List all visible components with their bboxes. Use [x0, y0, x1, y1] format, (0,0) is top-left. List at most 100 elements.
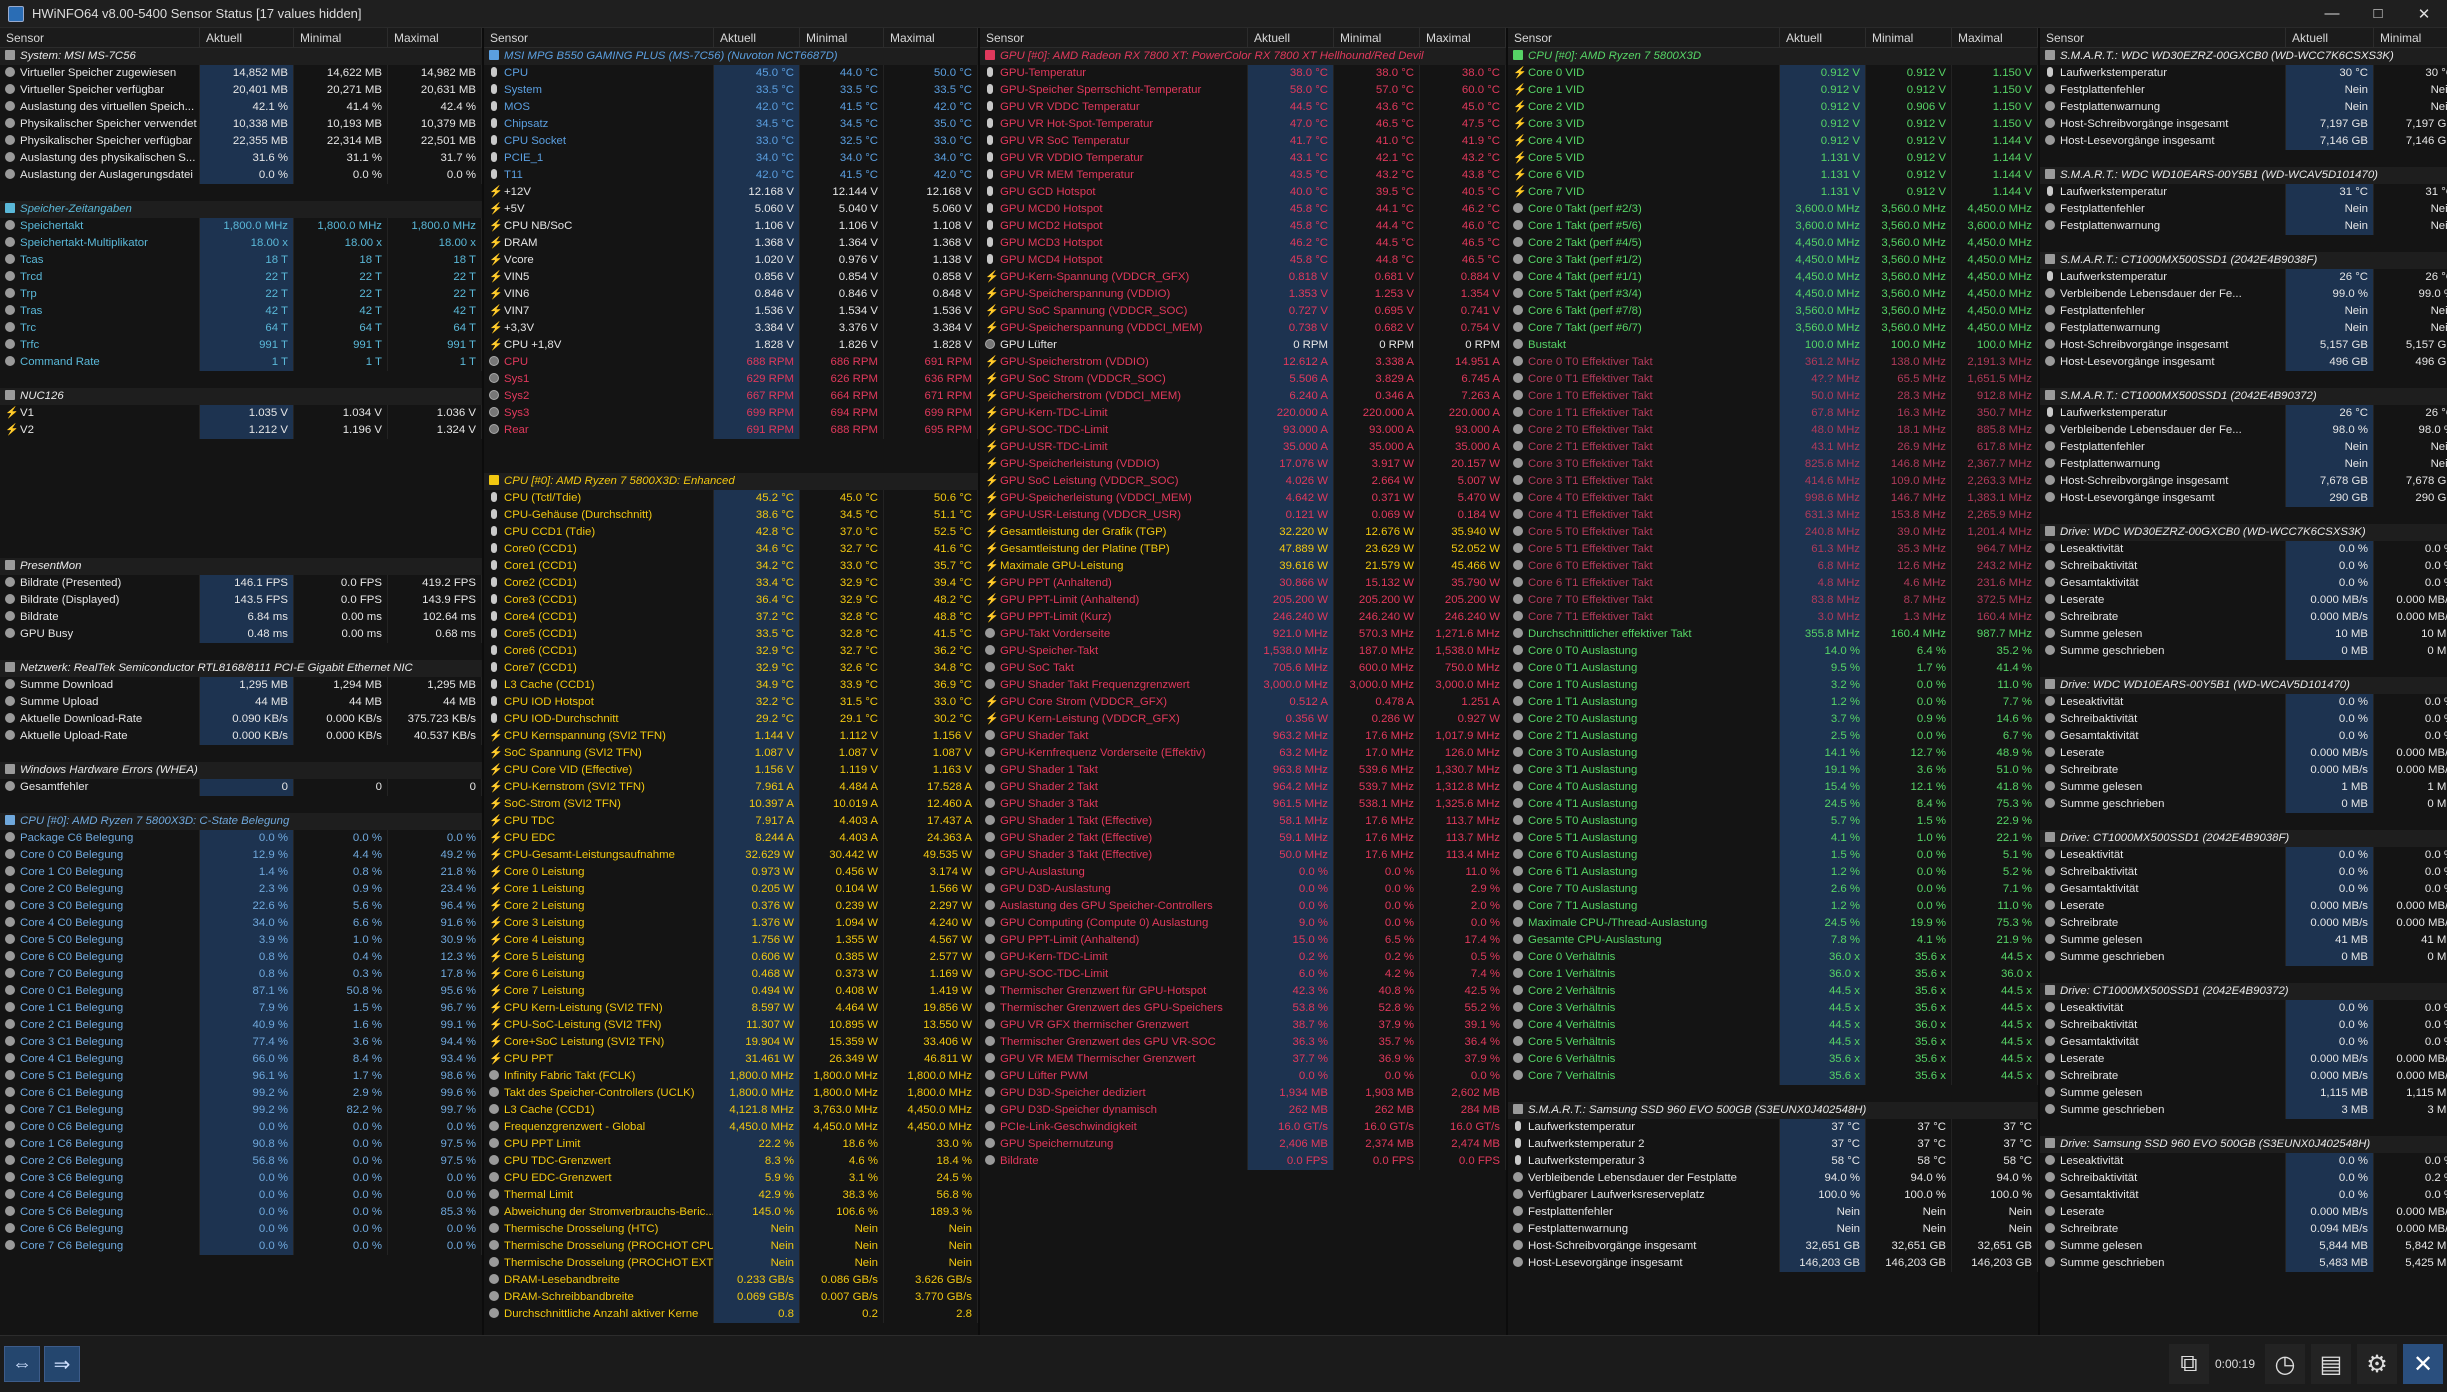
header-minimum[interactable]: Minimal — [1866, 28, 1952, 48]
sensor-row[interactable]: SoC-Strom (SVI2 TFN)10.397 A10.019 A12.4… — [484, 796, 978, 813]
sensor-row[interactable]: GPU SoC Leistung (VDDCR_SOC)4.026 W2.664… — [980, 473, 1506, 490]
sensor-row[interactable]: Virtueller Speicher verfügbar 20,401 MB 20… — [0, 82, 482, 99]
sensor-row[interactable]: Core 4 T1 Auslastung 24.5 % 8.4 % 75.3 % — [1508, 796, 2038, 813]
sensor-row[interactable]: Core 0 C6 Belegung 0.0 % 0.0 % 0.0 % — [0, 1119, 482, 1136]
sensor-row[interactable]: Core 3 C1 Belegung 77.4 % 3.6 % 94.4 % — [0, 1034, 482, 1051]
nav-left-button[interactable]: ⇔ — [4, 1346, 40, 1382]
sensor-row[interactable]: GPU VR VDDC Temperatur 44.5 °C 43.6 °C 45.0… — [980, 99, 1506, 116]
sensor-row[interactable]: CPU Kern-Leistung (SVI2 TFN)8.597 W4.464… — [484, 1000, 978, 1017]
header-minimum[interactable]: Minimal — [294, 28, 388, 48]
sensor-row[interactable]: Core 6 C0 Belegung 0.8 % 0.4 % 12.3 % — [0, 949, 482, 966]
sensor-row[interactable]: CPU Kernspannung (SVI2 TFN)1.144 V1.112 … — [484, 728, 978, 745]
sensor-row[interactable]: CPU 688 RPM 686 RPM 691 RPM — [484, 354, 978, 371]
sensor-row[interactable]: GPU GCD Hotspot 40.0 °C 39.5 °C 40.5 °C — [980, 184, 1506, 201]
sensor-row[interactable]: Core 1 T0 Auslastung 3.2 % 0.0 % 11.0 % — [1508, 677, 2038, 694]
sensor-group-header[interactable]: CPU [#0]: AMD Ryzen 7 5800X3D — [1508, 48, 2038, 65]
sensor-row[interactable]: Core 6 C6 Belegung 0.0 % 0.0 % 0.0 % — [0, 1221, 482, 1238]
sensor-row[interactable]: GPU-Speicherleistung (VDDIO)17.076 W3.91… — [980, 456, 1506, 473]
sensor-row[interactable]: +3,3V3.384 V3.376 V3.384 V — [484, 320, 978, 337]
sensor-row[interactable]: DRAM-Lesebandbreite 0.233 GB/s 0.086 GB/s 3… — [484, 1272, 978, 1289]
sensor-row[interactable]: Core 7 T0 Auslastung 2.6 % 0.0 % 7.1 % — [1508, 881, 2038, 898]
sensor-row[interactable]: Core 1 C6 Belegung 90.8 % 0.0 % 97.5 % — [0, 1136, 482, 1153]
sensor-row[interactable]: GPU Shader 2 Takt (Effective) 59.1 MHz 17.… — [980, 830, 1506, 847]
sensor-row[interactable]: Core 5 T0 Effektiver Takt 240.8 MHz 39.0 M… — [1508, 524, 2038, 541]
header-maximum[interactable]: Maximal — [388, 28, 482, 48]
sensor-row[interactable]: Core7 (CCD1) 32.9 °C 32.6 °C 34.8 °C — [484, 660, 978, 677]
network-button[interactable]: ⧉ — [2168, 1344, 2209, 1384]
sensor-row[interactable]: GPU Lüfter PWM 0.0 % 0.0 % 0.0 % — [980, 1068, 1506, 1085]
sensor-row[interactable]: GPU-Speicher Sperrschicht-Temperatur 58.0… — [980, 82, 1506, 99]
sensor-row[interactable]: Core3 (CCD1) 36.4 °C 32.9 °C 48.2 °C — [484, 592, 978, 609]
header-minimum[interactable]: Minimal — [800, 28, 884, 48]
sensor-row[interactable]: Core 6 T1 Effektiver Takt 4.8 MHz 4.6 MHz 2… — [1508, 575, 2038, 592]
sensor-row[interactable]: Host-Lesevorgänge insgesamt 7,146 GB 7,146… — [2040, 133, 2447, 150]
sensor-row[interactable]: Core 0 T0 Effektiver Takt 361.2 MHz 138.0 … — [1508, 354, 2038, 371]
sensor-row[interactable]: +5V5.060 V5.040 V5.060 V — [484, 201, 978, 218]
sensor-row[interactable]: Core 6 T1 Auslastung 1.2 % 0.0 % 5.2 % — [1508, 864, 2038, 881]
sensor-row[interactable]: Gesamte CPU-Auslastung 7.8 % 4.1 % 21.9 % — [1508, 932, 2038, 949]
sensor-row[interactable]: Core 4 T1 Effektiver Takt 631.3 MHz 153.8 … — [1508, 507, 2038, 524]
sensor-row[interactable]: Summe Download 1,295 MB 1,294 MB 1,295 MB — [0, 677, 482, 694]
sensor-row[interactable]: Core 2 T0 Effektiver Takt 48.0 MHz 18.1 MH… — [1508, 422, 2038, 439]
sensor-row[interactable]: GPU MCD2 Hotspot 45.8 °C 44.4 °C 46.0 °C — [980, 218, 1506, 235]
sensor-row[interactable]: Core 2 Verhältnis 44.5 x 35.6 x 44.5 x — [1508, 983, 2038, 1000]
sensor-row[interactable]: Core 2 T1 Auslastung 2.5 % 0.0 % 6.7 % — [1508, 728, 2038, 745]
sensor-row[interactable]: GPU SoC Spannung (VDDCR_SOC)0.727 V0.695… — [980, 303, 1506, 320]
sensor-row[interactable]: Core 2 C1 Belegung 40.9 % 1.6 % 99.1 % — [0, 1017, 482, 1034]
sensor-row[interactable]: Core 1 T1 Effektiver Takt 67.8 MHz 16.3 MH… — [1508, 405, 2038, 422]
sensor-group-header[interactable]: S.M.A.R.T.: WDC WD30EZRZ-00GXCB0 (WD-WCC… — [2040, 48, 2447, 65]
sensor-row[interactable]: Core 2 Takt (perf #4/5) 4,450.0 MHz 3,560.… — [1508, 235, 2038, 252]
sensor-row[interactable]: Core 4 Verhältnis 44.5 x 36.0 x 44.5 x — [1508, 1017, 2038, 1034]
sensor-row[interactable]: Package C6 Belegung 0.0 % 0.0 % 0.0 % — [0, 830, 482, 847]
sensor-row[interactable]: Core 7 C6 Belegung 0.0 % 0.0 % 0.0 % — [0, 1238, 482, 1255]
sensor-row[interactable]: Core 6 T0 Effektiver Takt 6.8 MHz 12.6 MHz… — [1508, 558, 2038, 575]
sensor-group-header[interactable]: Speicher-Zeitangaben — [0, 201, 482, 218]
sensor-row[interactable]: GPU VR VDDIO Temperatur 43.1 °C 42.1 °C 43.… — [980, 150, 1506, 167]
sensor-group-header[interactable]: Windows Hardware Errors (WHEA) — [0, 762, 482, 779]
sensor-row[interactable]: Core4 (CCD1) 37.2 °C 32.8 °C 48.8 °C — [484, 609, 978, 626]
sensor-row[interactable]: Core 3 Takt (perf #1/2) 4,450.0 MHz 3,560.… — [1508, 252, 2038, 269]
sensor-row[interactable]: GPU VR Hot-Spot-Temperatur 47.0 °C 46.5 °C… — [980, 116, 1506, 133]
sensor-row[interactable]: CPU (Tctl/Tdie) 45.2 °C 45.0 °C 50.6 °C — [484, 490, 978, 507]
sensor-row[interactable]: Auslastung des physikalischen S... 31.6 %… — [0, 150, 482, 167]
sensor-row[interactable]: Core 7 T1 Effektiver Takt 3.0 MHz 1.3 MHz 1… — [1508, 609, 2038, 626]
header-current[interactable]: Aktuell — [1780, 28, 1866, 48]
sensor-row[interactable]: Core 6 T0 Auslastung 1.5 % 0.0 % 5.1 % — [1508, 847, 2038, 864]
settings-button[interactable]: ⚙ — [2357, 1344, 2397, 1384]
sensor-row[interactable]: Auslastung des GPU Speicher-Controllers 0… — [980, 898, 1506, 915]
sensor-row[interactable]: CPU EDC-Grenzwert 5.9 % 3.1 % 24.5 % — [484, 1170, 978, 1187]
sensor-row[interactable]: Bildrate 6.84 ms 0.00 ms 102.64 ms — [0, 609, 482, 626]
sensor-row[interactable]: GPU MCD4 Hotspot 45.8 °C 44.8 °C 46.5 °C — [980, 252, 1506, 269]
sensor-row[interactable]: Durchschnittlicher effektiver Takt 355.8 … — [1508, 626, 2038, 643]
header-current[interactable]: Aktuell — [1248, 28, 1334, 48]
sensor-row[interactable]: Core 5 T1 Auslastung 4.1 % 1.0 % 22.1 % — [1508, 830, 2038, 847]
report-button[interactable]: ▤ — [2311, 1344, 2351, 1384]
sensor-row[interactable]: Tras 42 T 42 T 42 T — [0, 303, 482, 320]
sensor-group-header[interactable]: Netzwerk: RealTek Semiconductor RTL8168/… — [0, 660, 482, 677]
sensor-row[interactable]: Host-Schreibvorgänge insgesamt 7,678 GB 7,… — [2040, 473, 2447, 490]
sensor-row[interactable]: GPU MCD0 Hotspot 45.8 °C 44.1 °C 46.2 °C — [980, 201, 1506, 218]
sensor-row[interactable]: Core+SoC Leistung (SVI2 TFN)19.904 W15.3… — [484, 1034, 978, 1051]
